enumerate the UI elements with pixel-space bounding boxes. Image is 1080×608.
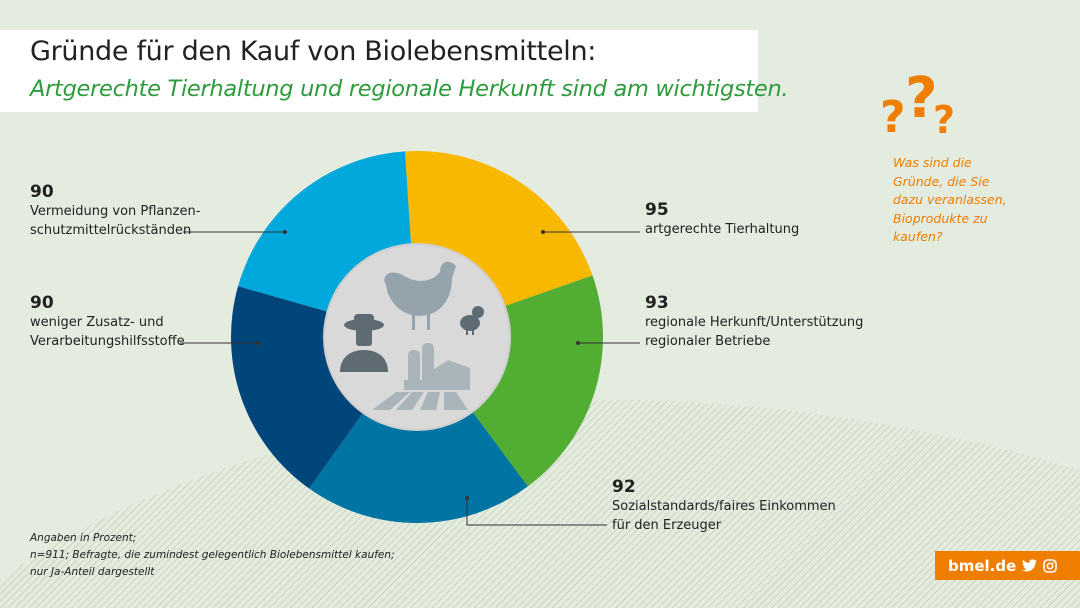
donut-slice-1 bbox=[471, 275, 603, 487]
question-line: kaufen? bbox=[893, 229, 943, 244]
instagram-icon[interactable] bbox=[1043, 558, 1058, 573]
donut-slice-4 bbox=[238, 151, 412, 312]
data-label-4: 90 Vermeidung von Pflanzen- schutzmittel… bbox=[30, 181, 200, 240]
question-line: Gründe, die Sie bbox=[893, 173, 990, 189]
category-label: für den Erzeuger bbox=[612, 517, 722, 533]
category-label: weniger Zusatz- und bbox=[30, 315, 164, 330]
footnote-line: nur Ja-Anteil dargestellt bbox=[30, 566, 155, 578]
chart-subtitle: Artgerechte Tierhaltung und regionale He… bbox=[30, 76, 789, 102]
value-label: 92 bbox=[612, 477, 636, 497]
question-mark-icon: ? bbox=[905, 66, 938, 131]
brand-badge[interactable]: bmel.de bbox=[935, 551, 1080, 580]
donut-slice-2 bbox=[309, 410, 528, 523]
footnote-line: Angaben in Prozent; bbox=[30, 532, 137, 544]
question-line: dazu veranlassen, bbox=[893, 192, 1007, 207]
hen-icon bbox=[384, 261, 456, 330]
value-label: 93 bbox=[645, 293, 669, 313]
question-mark-icon: ? bbox=[880, 92, 906, 143]
category-label: schutzmittelrückständen bbox=[30, 222, 192, 238]
farmer-icon bbox=[340, 314, 388, 372]
category-label: artgerechte Tierhaltung bbox=[645, 222, 800, 237]
category-label: Sozialstandards/faires Einkommen bbox=[612, 499, 836, 514]
title-box bbox=[0, 30, 758, 112]
chick-icon bbox=[460, 306, 484, 335]
donut-slice-0 bbox=[404, 151, 593, 307]
category-label: regionale Herkunft/Unterstützung bbox=[645, 315, 864, 330]
farm-icon bbox=[372, 343, 470, 410]
footnote-line: n=911; Befragte, die zumindest gelegentl… bbox=[30, 549, 395, 561]
donut-slice-3 bbox=[230, 286, 364, 489]
twitter-icon[interactable] bbox=[1022, 559, 1038, 572]
value-label: 90 bbox=[30, 182, 54, 202]
brand-link[interactable]: bmel.de bbox=[948, 556, 1017, 575]
data-label-0: 95 artgerechte Tierhaltung bbox=[645, 199, 799, 240]
question-text: Was sind die Gründe, die Sie dazu veranl… bbox=[893, 154, 1007, 247]
category-label: Verarbeitungshilfsstoffe bbox=[30, 333, 185, 349]
question-line: Bioprodukte zu bbox=[893, 210, 988, 226]
data-label-3: 90 weniger Zusatz- und Verarbeitungshilf… bbox=[30, 292, 185, 351]
chart-title: Gründe für den Kauf von Biolebensmitteln… bbox=[30, 36, 597, 67]
category-label: regionaler Betriebe bbox=[645, 333, 771, 349]
data-label-2: 92 Sozialstandards/faires Einkommen für … bbox=[612, 476, 836, 535]
category-label: Vermeidung von Pflanzen- bbox=[30, 204, 201, 219]
value-label: 90 bbox=[30, 293, 54, 313]
leader-lines bbox=[180, 231, 640, 526]
question-line: Was sind die bbox=[893, 155, 972, 170]
value-label: 95 bbox=[645, 200, 669, 220]
question-mark-icon: ? bbox=[933, 98, 956, 142]
footnote: Angaben in Prozent; n=911; Befragte, die… bbox=[30, 530, 395, 581]
data-label-1: 93 regionale Herkunft/Unterstützung regi… bbox=[645, 292, 863, 351]
